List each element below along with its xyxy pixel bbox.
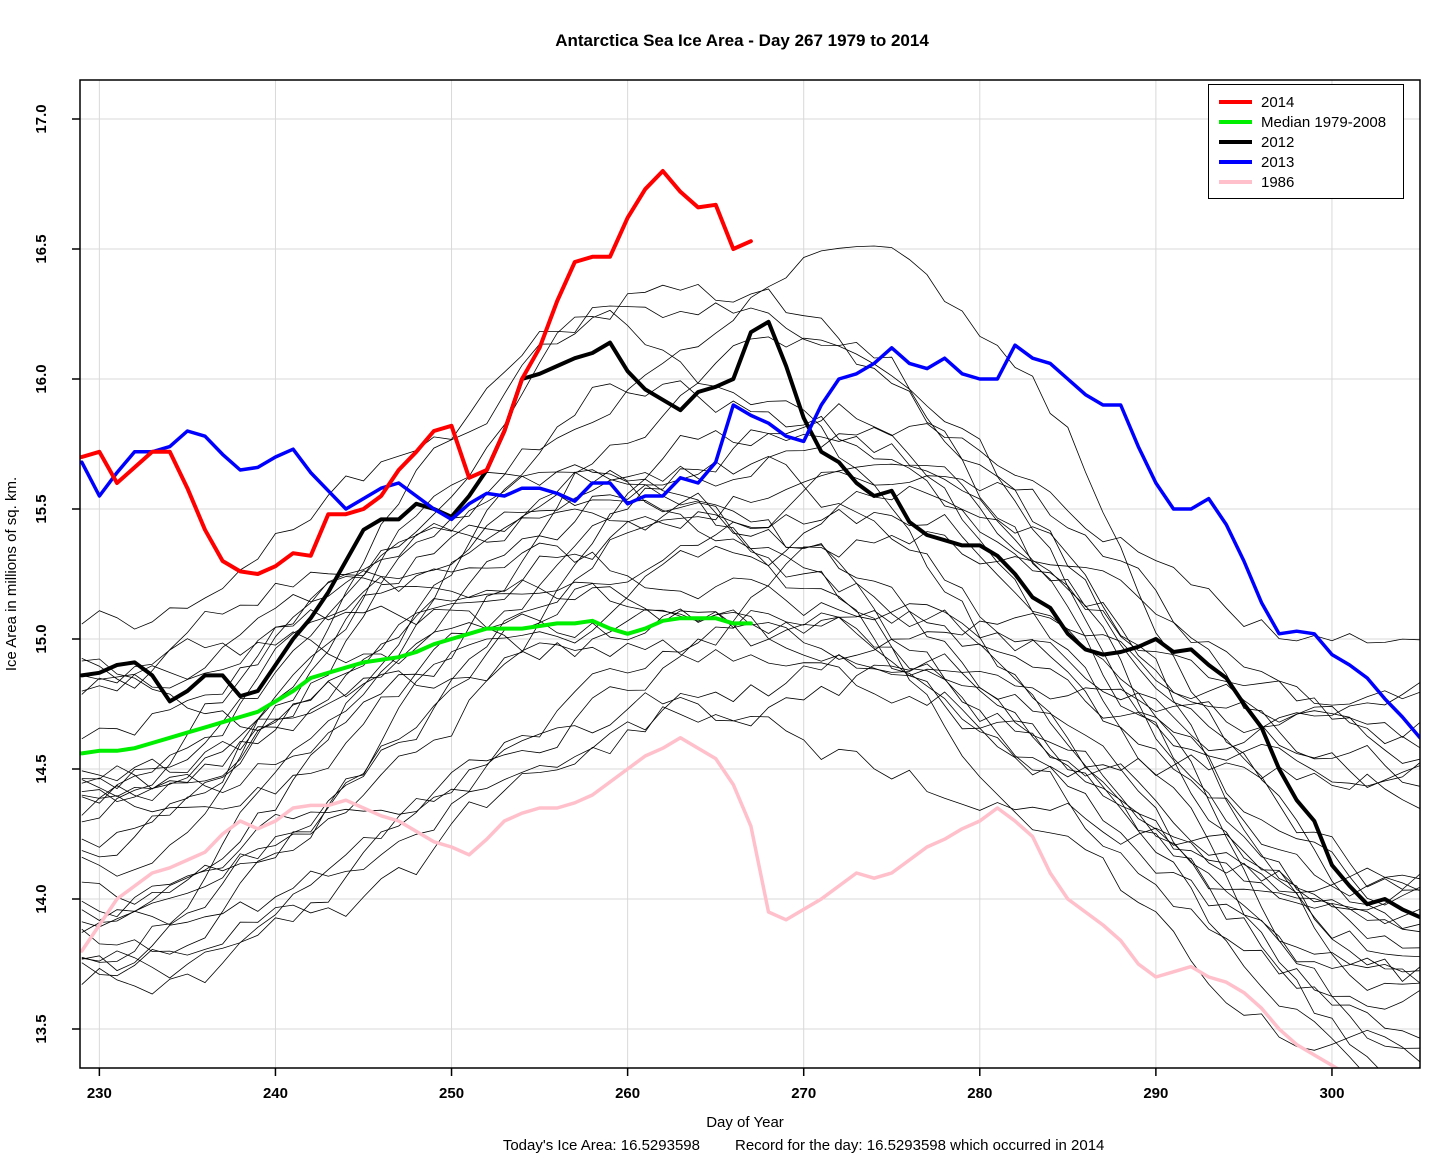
background-year-line [81, 336, 1420, 977]
background-year-line [81, 245, 1420, 929]
series-line-2012 [80, 319, 1420, 920]
legend-item-2014: 2014 [1219, 92, 1393, 112]
background-year-line [81, 610, 1361, 1068]
background-year-line [81, 469, 1420, 1010]
x-axis-label: Day of Year [706, 1114, 784, 1131]
y-tick-label: 14.5 [33, 754, 50, 783]
background-year-line [81, 309, 1420, 1039]
legend-item-1986: 1986 [1219, 172, 1393, 192]
background-year-line [81, 492, 1420, 957]
legend-item-2013: 2013 [1219, 152, 1393, 172]
x-tick-label: 260 [615, 1085, 640, 1102]
background-year-line [81, 463, 1420, 991]
caption-today-ice-area: Today's Ice Area: 16.5293598 [503, 1137, 700, 1154]
legend-line-2012 [1219, 140, 1252, 144]
legend-label-1986: 1986 [1261, 173, 1295, 191]
y-tick-label: 15.5 [33, 494, 50, 523]
background-year-line [81, 653, 1420, 972]
background-year-line [81, 531, 1420, 995]
series-line-1986 [80, 736, 1340, 1068]
y-tick-label: 15.0 [33, 624, 50, 653]
series-line-2014 [80, 169, 753, 576]
background-year-line [81, 692, 1420, 918]
background-year-line [81, 380, 1420, 928]
background-year-line [81, 283, 1420, 933]
background-year-line [81, 663, 1420, 984]
chart-title: Antarctica Sea Ice Area - Day 267 1979 t… [555, 31, 929, 50]
legend-line-2013 [1219, 160, 1252, 164]
x-tick-label: 290 [1143, 1085, 1168, 1102]
x-tick-label: 270 [791, 1085, 816, 1102]
series-group [80, 169, 1420, 1068]
y-tick-label: 16.0 [33, 364, 50, 393]
background-year-line [81, 608, 1420, 764]
legend-line-1986 [1219, 180, 1252, 184]
y-tick-label: 16.5 [33, 234, 50, 263]
y-tick-label: 17.0 [33, 104, 50, 133]
x-tick-label: 240 [263, 1085, 288, 1102]
legend-label-median: Median 1979-2008 [1261, 113, 1387, 131]
y-tick-label: 14.0 [33, 884, 50, 913]
background-year-line [81, 455, 1420, 897]
background-year-line [81, 302, 1420, 890]
background-year-line [81, 485, 1420, 982]
legend-line-median [1219, 120, 1252, 124]
legend-label-2014: 2014 [1261, 93, 1295, 111]
y-axis-label: Ice Area in millions of sq. km. [3, 477, 20, 671]
plot-border [79, 79, 1421, 1069]
background-year-line [81, 605, 1420, 823]
background-year-line [81, 509, 1420, 1049]
background-year-line [81, 403, 1420, 1068]
legend-label-2013: 2013 [1261, 153, 1295, 171]
series-line-median-1979-2008 [80, 616, 753, 756]
legend-item-median: Median 1979-2008 [1219, 112, 1393, 132]
background-year-line [81, 423, 1420, 680]
background-year-line [81, 430, 1420, 813]
plot-area: 230 240 250 260 270 280 290 300 13.5 14.0 14.5 15.0… [33, 79, 1421, 1102]
legend: 2014 Median 1979-2008 2012 2013 1986 [1208, 84, 1404, 199]
x-tick-label: 230 [87, 1085, 112, 1102]
legend-item-2012: 2012 [1219, 132, 1393, 152]
x-tick-label: 280 [967, 1085, 992, 1102]
y-tick-label: 13.5 [33, 1014, 50, 1043]
background-year-line [81, 471, 1420, 905]
background-year-line [81, 493, 1420, 816]
background-year-line [81, 579, 1420, 894]
legend-line-2014 [1219, 100, 1252, 104]
caption-record: Record for the day: 16.5293598 which occ… [735, 1137, 1104, 1154]
x-tick-label: 250 [439, 1085, 464, 1102]
series-line-2013 [80, 343, 1420, 740]
legend-label-2012: 2012 [1261, 133, 1295, 151]
x-tick-label: 300 [1319, 1085, 1344, 1102]
